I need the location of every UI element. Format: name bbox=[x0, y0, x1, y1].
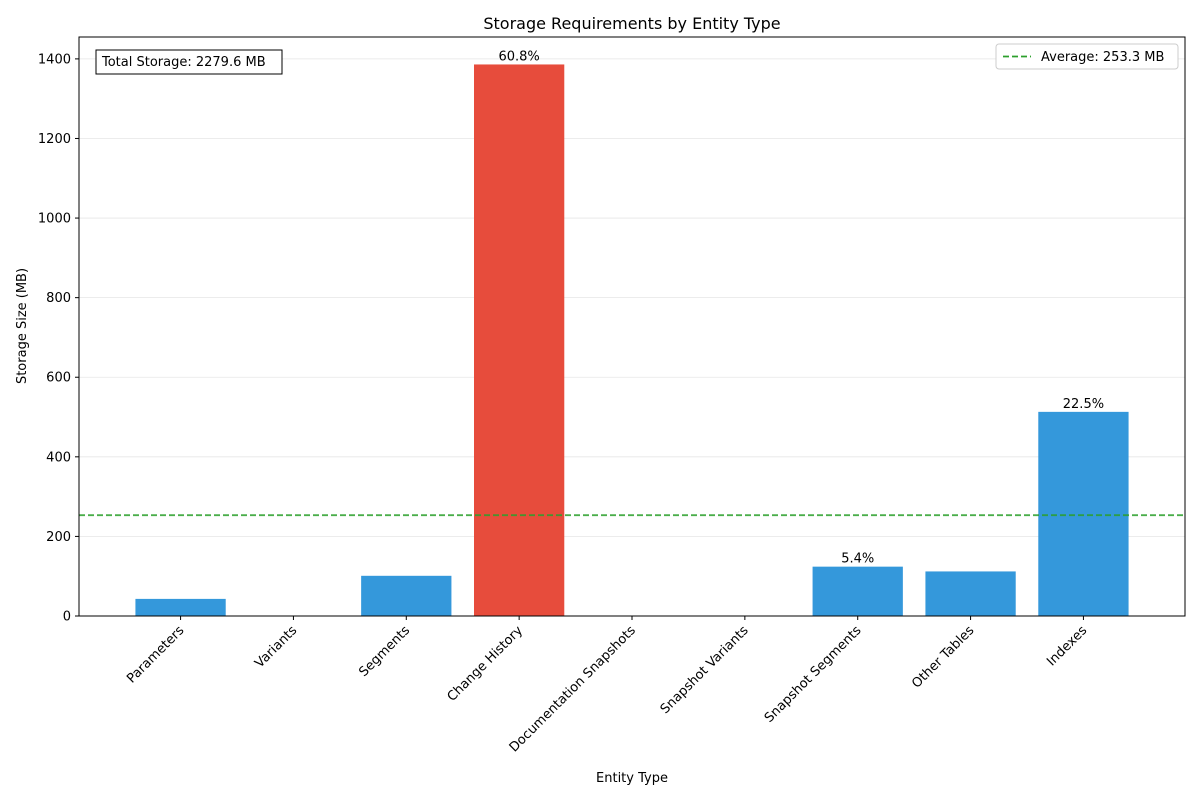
y-tick-label: 1400 bbox=[38, 52, 71, 67]
y-tick-label: 800 bbox=[46, 291, 71, 306]
x-axis-ticks: Parameters Variants Segments Change History… bbox=[124, 616, 1090, 755]
x-axis-title: Entity Type bbox=[596, 771, 668, 786]
legend-box bbox=[995, 43, 1179, 70]
y-tick-label: 1000 bbox=[38, 212, 71, 227]
legend: Average: 253.3 MB bbox=[995, 43, 1179, 70]
legend-label: Average: 253.3 MB bbox=[1041, 50, 1164, 65]
x-tick-label: Other Tables bbox=[909, 623, 977, 691]
bar-segments bbox=[361, 575, 452, 616]
x-tick-label: Segments bbox=[356, 623, 413, 680]
bar-layer bbox=[135, 64, 1129, 616]
plot-frame bbox=[78, 36, 1186, 617]
x-tick-label: Snapshot Segments bbox=[762, 623, 865, 726]
y-tick-label: 200 bbox=[46, 530, 71, 545]
x-tick-label: Variants bbox=[252, 623, 300, 671]
x-tick-label: Change History bbox=[445, 623, 527, 705]
bar-value-label: 5.4% bbox=[841, 552, 874, 567]
bar-change-history bbox=[474, 64, 565, 616]
grid-layer bbox=[79, 58, 1185, 617]
y-tick-label: 600 bbox=[46, 371, 71, 386]
y-tick-label: 0 bbox=[63, 610, 71, 625]
y-tick-label: 1200 bbox=[38, 132, 71, 147]
bar-value-label: 60.8% bbox=[498, 49, 539, 64]
bar-parameters bbox=[135, 598, 226, 616]
annotation-box bbox=[95, 49, 283, 75]
x-tick-label: Parameters bbox=[124, 623, 187, 686]
y-axis-ticks: 0 200 400 600 800 1000 1200 1400 bbox=[38, 52, 79, 625]
data-label-layer: 60.8% 5.4% 22.5% bbox=[498, 49, 1104, 566]
y-axis-title: Storage Size (MB) bbox=[15, 268, 30, 384]
x-tick-label: Indexes bbox=[1044, 623, 1090, 669]
chart-title: Storage Requirements by Entity Type bbox=[483, 14, 780, 33]
y-tick-label: 400 bbox=[46, 450, 71, 465]
bar-value-label: 22.5% bbox=[1063, 397, 1104, 412]
total-storage-annotation: Total Storage: 2279.6 MB bbox=[95, 49, 283, 75]
annotation-text: Total Storage: 2279.6 MB bbox=[101, 55, 266, 70]
bar-other-tables bbox=[925, 571, 1016, 616]
x-tick-label: Documentation Snapshots bbox=[507, 623, 639, 755]
x-tick-label: Snapshot Variants bbox=[658, 623, 752, 717]
bar-snapshot-segments bbox=[812, 566, 903, 616]
bar-indexes bbox=[1038, 411, 1129, 616]
